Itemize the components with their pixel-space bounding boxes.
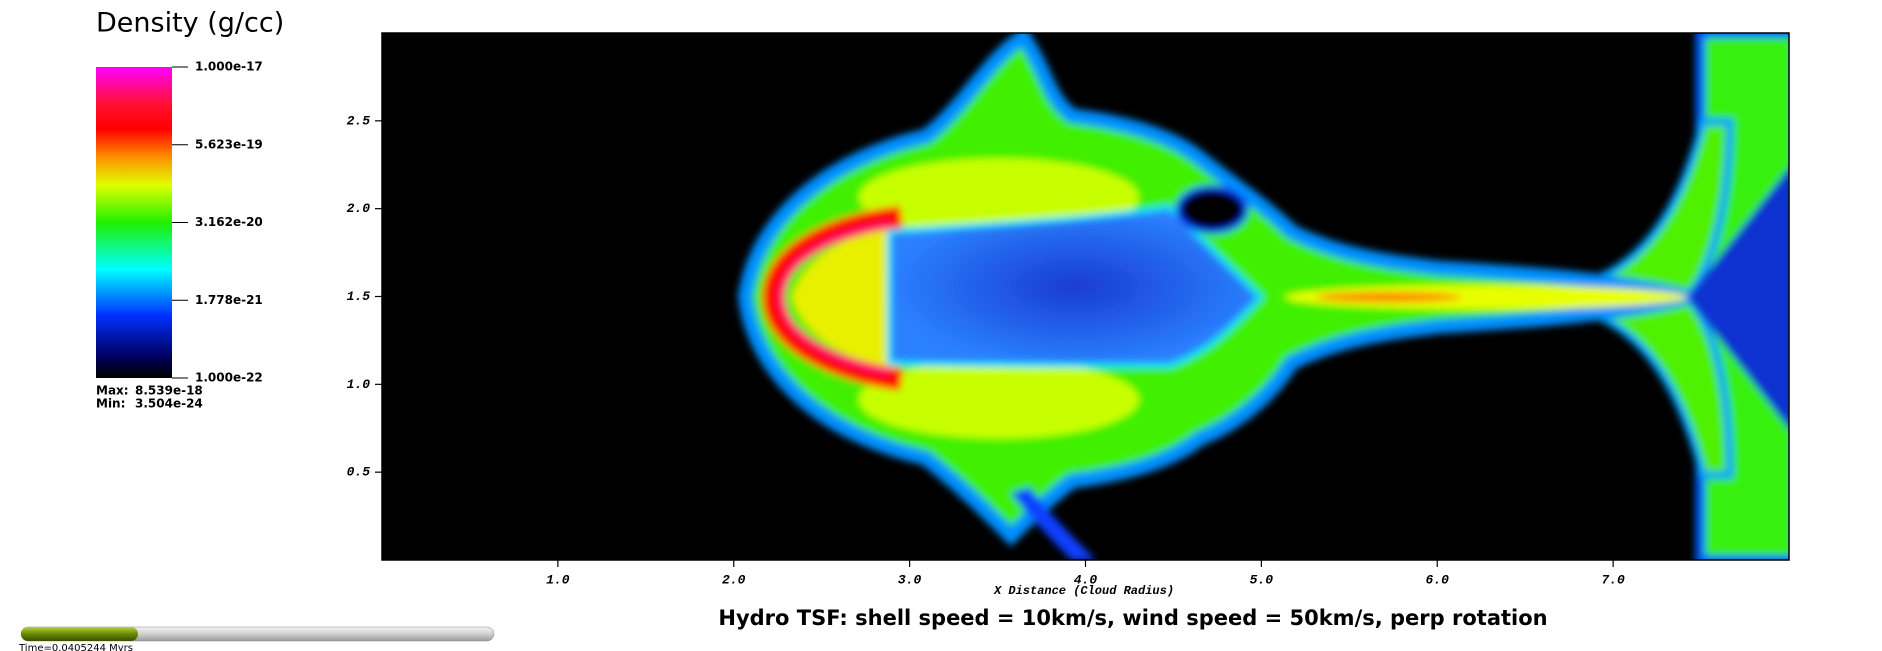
max-label: Max: — [96, 384, 129, 398]
density-field — [382, 32, 1790, 561]
time-label: Time=0.0405244 Myrs — [18, 643, 133, 651]
min-label: Min: — [96, 397, 125, 411]
colorbar-tick-label: 1.000e-22 — [195, 371, 263, 385]
max-value: 8.539e-18 — [135, 384, 203, 398]
time-slider-fill — [21, 627, 138, 641]
y-tick-label: 1.0 — [347, 377, 371, 392]
colorbar — [96, 67, 172, 378]
x-tick-label: 3.0 — [898, 572, 922, 587]
plot-title: Hydro TSF: shell speed = 10km/s, wind sp… — [718, 606, 1547, 630]
colorbar-tick-label: 1.778e-21 — [195, 293, 263, 307]
min-value: 3.504e-24 — [135, 397, 203, 411]
colorbar-tick-label: 5.623e-19 — [195, 137, 263, 151]
x-tick-label: 1.0 — [546, 572, 570, 587]
x-tick-label: 2.0 — [722, 572, 746, 587]
y-tick-label: 0.5 — [347, 465, 371, 480]
x-tick-label: 5.0 — [1250, 572, 1274, 587]
x-axis-label: X Distance (Cloud Radius) — [993, 584, 1174, 598]
x-tick-label: 6.0 — [1426, 572, 1450, 587]
x-tick-label: 4.0 — [1074, 572, 1098, 587]
colorbar-tick-label: 3.162e-20 — [195, 215, 263, 229]
y-tick-label: 1.5 — [347, 289, 371, 304]
x-tick-label: 7.0 — [1601, 572, 1625, 587]
y-tick-label: 2.5 — [347, 113, 371, 128]
colorbar-title: Density (g/cc) — [96, 8, 284, 39]
colorbar-tick-label: 1.000e-17 — [195, 60, 263, 74]
y-tick-label: 2.0 — [347, 201, 371, 216]
